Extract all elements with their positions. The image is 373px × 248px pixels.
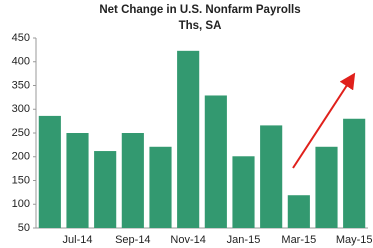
bar — [343, 118, 366, 228]
bar — [38, 115, 61, 228]
y-tick-label: 250 — [12, 127, 30, 139]
bar — [121, 133, 144, 228]
bar — [260, 125, 283, 228]
bar — [287, 195, 310, 228]
x-tick-label: Sep-14 — [115, 234, 150, 246]
y-tick-label: 300 — [12, 103, 30, 115]
x-tick-label: May-15 — [336, 234, 373, 246]
bar — [177, 50, 200, 229]
x-tick-label: Mar-15 — [281, 234, 316, 246]
bar — [315, 146, 338, 228]
y-tick-label: 350 — [12, 79, 30, 91]
bar — [94, 151, 117, 228]
bar — [66, 133, 89, 228]
y-tick-label: 450 — [12, 32, 30, 44]
x-tick-label: Nov-14 — [170, 234, 205, 246]
x-tick-label: Jan-15 — [227, 234, 261, 246]
y-tick-label: 400 — [12, 56, 30, 68]
x-tick-label: Jul-14 — [63, 234, 93, 246]
y-tick-label: 50 — [18, 222, 30, 234]
y-tick-label: 150 — [12, 174, 30, 186]
y-tick-label: 100 — [12, 198, 30, 210]
y-tick-label: 200 — [12, 151, 30, 163]
bar — [204, 95, 227, 228]
trend-arrow — [292, 72, 356, 169]
chart-title: Net Change in U.S. Nonfarm Payrolls — [99, 4, 300, 16]
chart-subtitle: Ths, SA — [179, 20, 222, 32]
bar — [232, 156, 255, 228]
bar — [149, 146, 172, 228]
